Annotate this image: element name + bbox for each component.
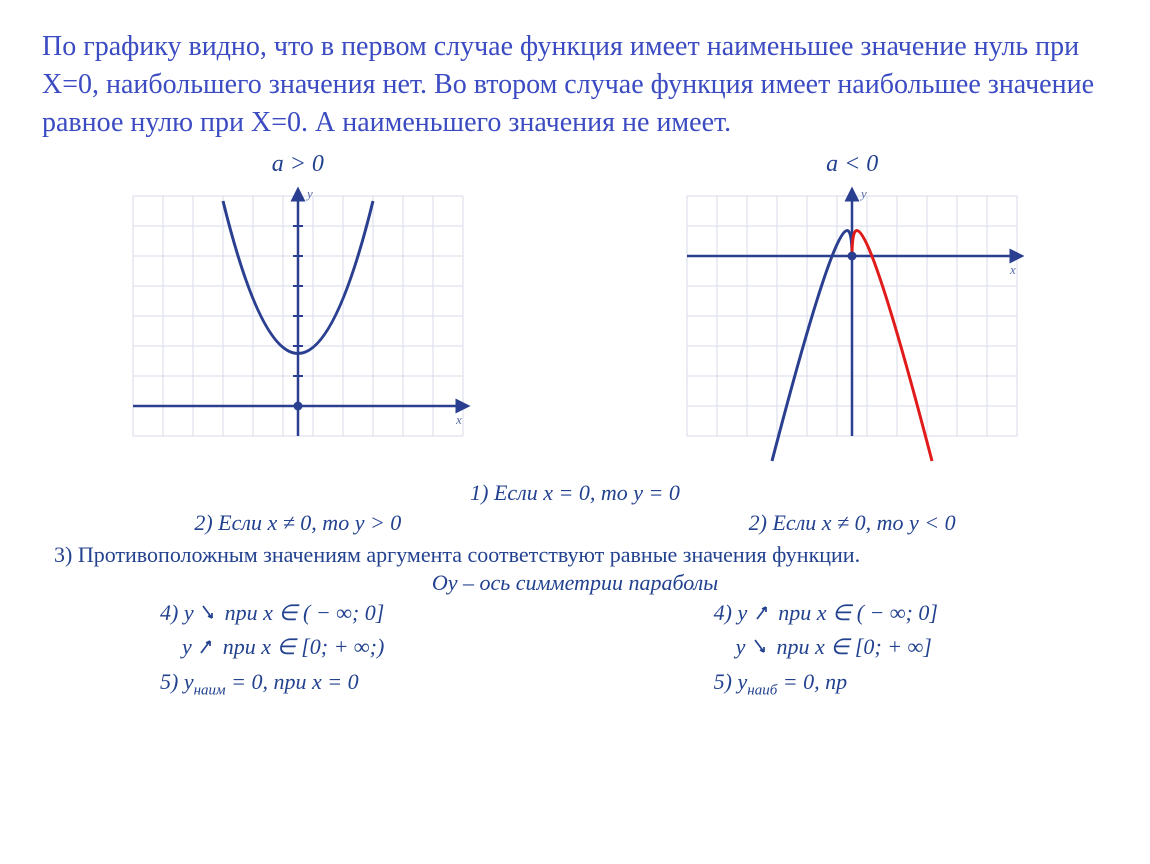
chart-left-heading: a > 0 <box>42 151 554 178</box>
prop-2-row: 2) Если x ≠ 0, то y > 0 2) Если x ≠ 0, т… <box>42 510 1108 536</box>
prop-2-right: 2) Если x ≠ 0, то y < 0 <box>596 510 1108 536</box>
prop-1: 1) Если x = 0, то y = 0 <box>42 480 1108 506</box>
left-4b-pre: y <box>182 634 192 659</box>
chart-left: x y <box>113 176 483 466</box>
right-4b: y при x ∈ [0; + ∞] <box>714 630 1066 664</box>
prop-3b: Oy – ось симметрии параболы <box>42 570 1108 596</box>
prop-3: 3) Противоположным значениям аргумента с… <box>42 542 1108 568</box>
svg-text:x: x <box>455 412 462 427</box>
properties-block: 1) Если x = 0, то y = 0 2) Если x ≠ 0, т… <box>42 480 1108 702</box>
arrow-down-icon <box>200 603 216 623</box>
chart-right: x y <box>667 176 1037 466</box>
right-4a-post: при x ∈ ( − ∞; 0] <box>778 600 938 625</box>
arrow-up-icon <box>754 603 770 623</box>
chart-right-heading: a < 0 <box>596 151 1108 178</box>
svg-text:y: y <box>859 186 867 201</box>
intro-paragraph: По графику видно, что в первом случае фу… <box>42 28 1108 141</box>
prop-45-right: 4) y при x ∈ ( − ∞; 0] y при x ∈ [0; + ∞… <box>554 596 1066 702</box>
left-5: 5) yнаим = 0, при x = 0 <box>160 665 554 703</box>
svg-text:y: y <box>305 186 313 201</box>
right-4b-pre: y <box>736 634 746 659</box>
svg-text:x: x <box>1009 262 1016 277</box>
chart-right-col: a < 0 <box>596 151 1108 466</box>
charts-row: a > 0 <box>42 151 1108 466</box>
left-4a: 4) y при x ∈ ( − ∞; 0] <box>160 596 554 630</box>
arrow-down-icon <box>752 637 768 657</box>
left-4a-post: при x ∈ ( − ∞; 0] <box>225 600 385 625</box>
right-5: 5) yнаиб = 0, пр <box>714 665 1066 703</box>
prop-45-row: 4) y при x ∈ ( − ∞; 0] y при x ∈ [0; + ∞… <box>42 596 1108 702</box>
right-4a-pre: 4) y <box>714 600 748 625</box>
page: По графику видно, что в первом случае фу… <box>0 0 1150 864</box>
prop-45-left: 4) y при x ∈ ( − ∞; 0] y при x ∈ [0; + ∞… <box>42 596 554 702</box>
arrow-up-icon <box>198 637 214 657</box>
chart-left-col: a > 0 <box>42 151 554 466</box>
left-4b-post: при x ∈ [0; + ∞;) <box>223 634 385 659</box>
right-4b-post: при x ∈ [0; + ∞] <box>776 634 931 659</box>
left-4b: y при x ∈ [0; + ∞;) <box>160 630 554 664</box>
left-4a-pre: 4) y <box>160 600 194 625</box>
right-4a: 4) y при x ∈ ( − ∞; 0] <box>714 596 1066 630</box>
prop-2-left: 2) Если x ≠ 0, то y > 0 <box>42 510 554 536</box>
